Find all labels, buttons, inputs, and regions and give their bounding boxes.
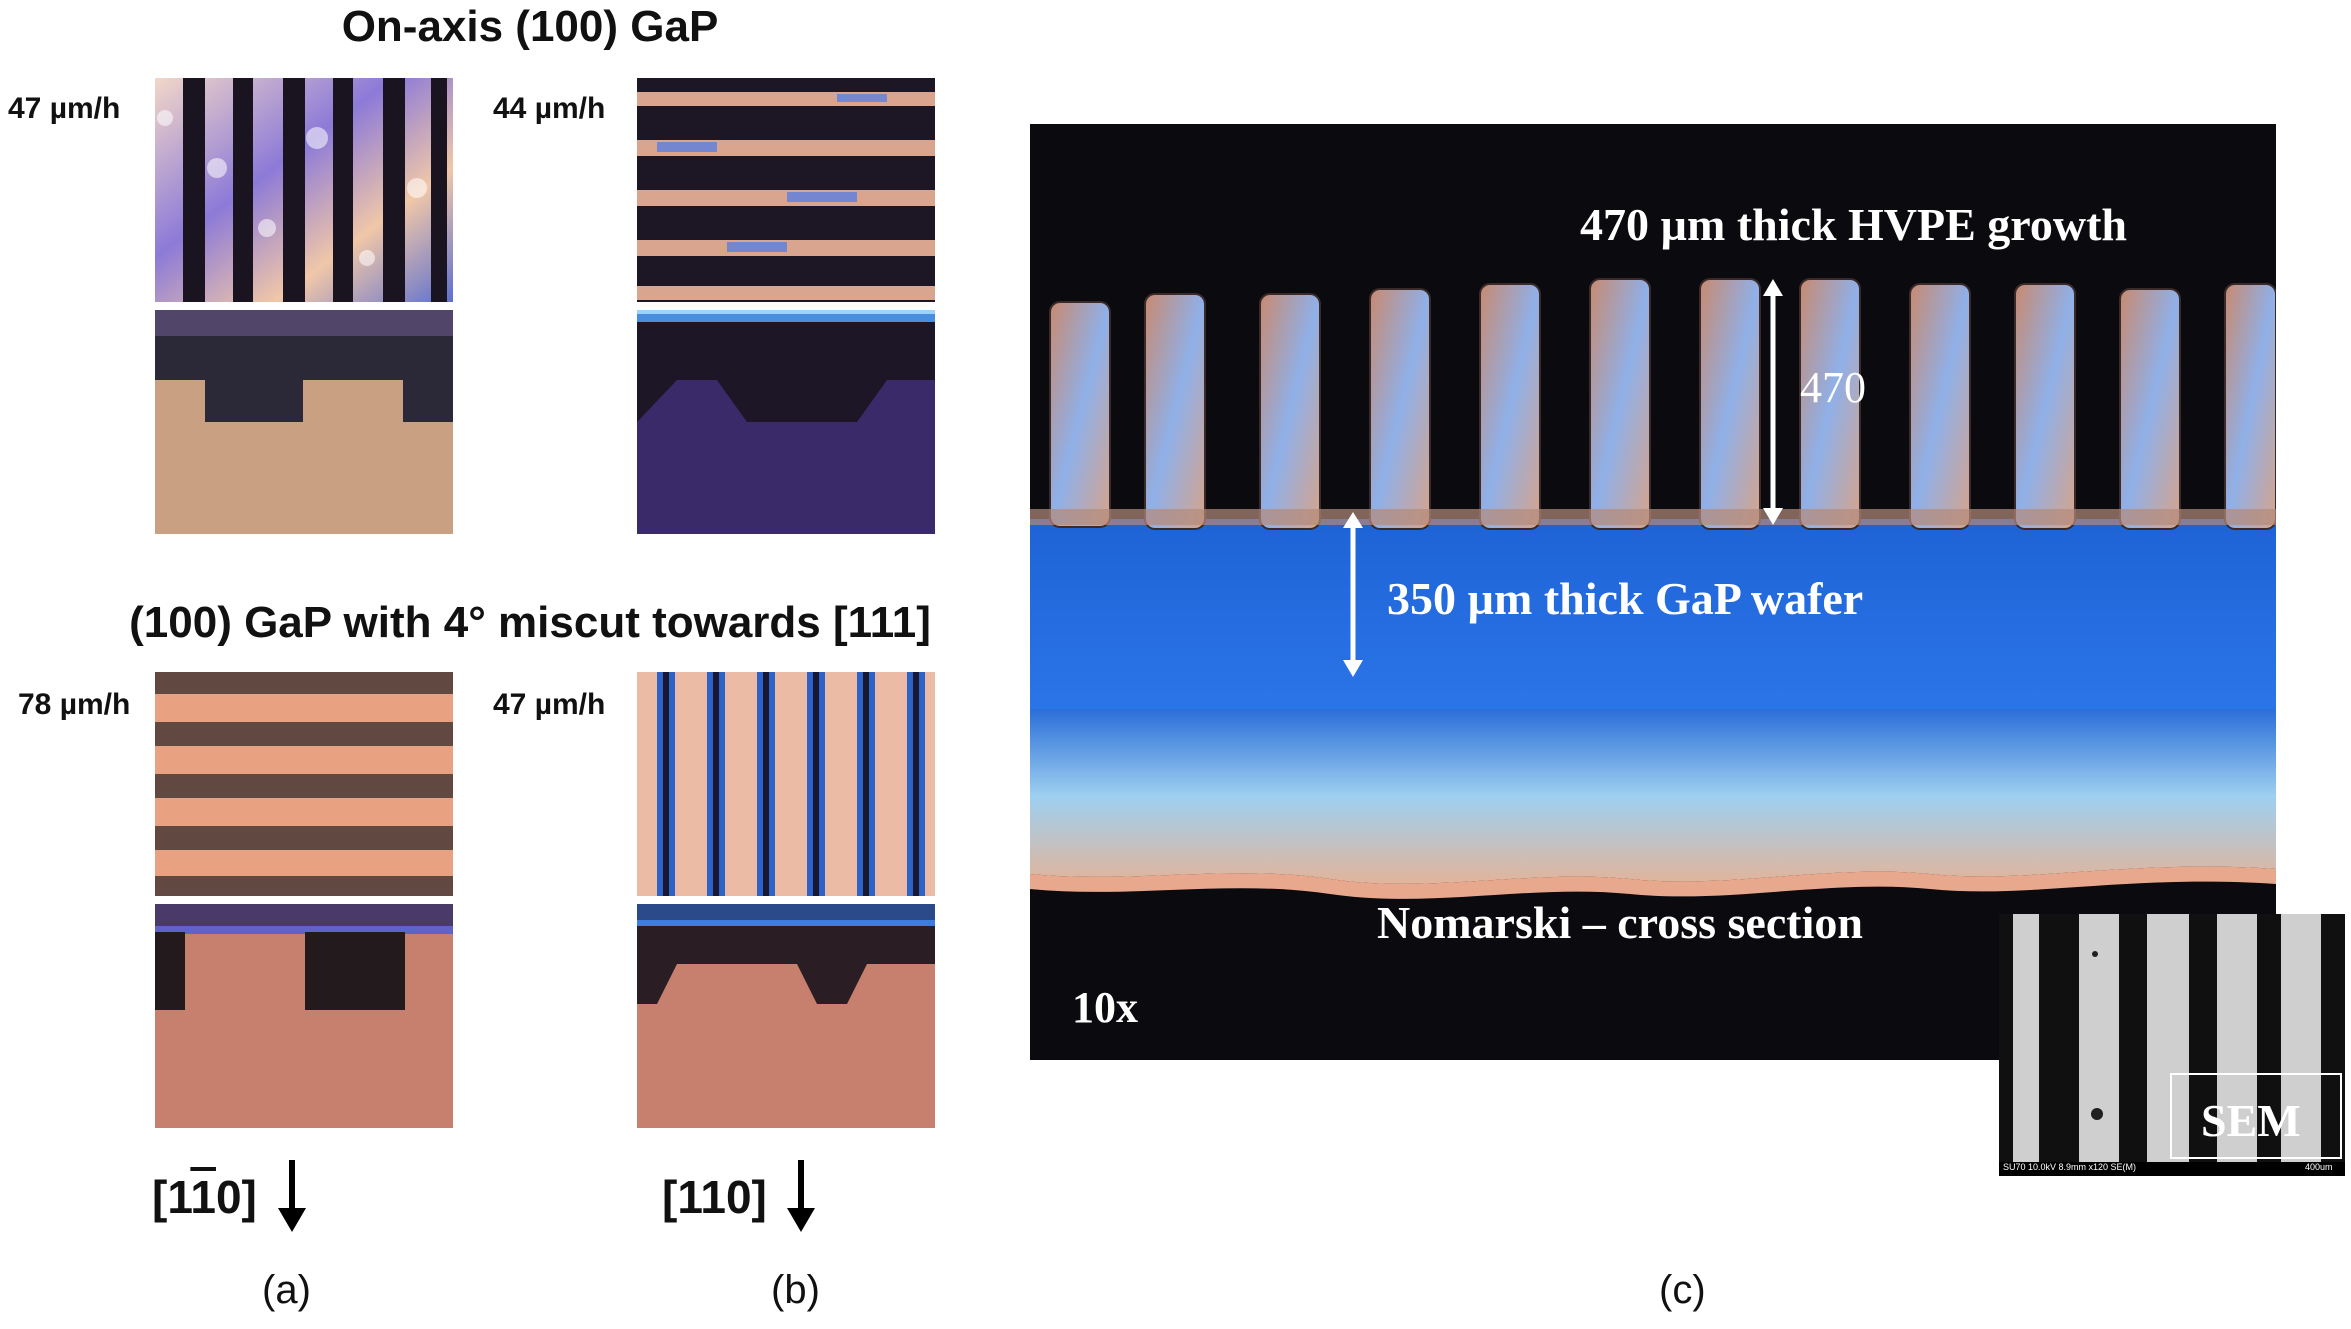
rate-label-top-left: 47 µm/h: [8, 92, 121, 125]
micrograph-bottom-left-cross: [155, 904, 453, 1128]
sem-inset-image: [1999, 914, 2345, 1176]
micrograph-top-right-plan: [637, 78, 935, 302]
arrow-down-icon: [787, 1160, 815, 1232]
growth-thickness-label: 470 µm thick HVPE growth: [1580, 199, 2127, 250]
panel-letter-b: (b): [771, 1268, 820, 1312]
direction-label-b: [110]: [662, 1171, 767, 1223]
arrow-down-icon: [278, 1160, 306, 1232]
nomarski-cross-section-image: [1030, 124, 2276, 1060]
micrograph-top-left-plan: [155, 78, 453, 302]
micrograph-top-left-cross: [155, 310, 453, 534]
panel-letter-c: (c): [1659, 1268, 1706, 1312]
micrograph-bottom-right-cross: [637, 904, 935, 1128]
micrograph-top-right-cross: [637, 310, 935, 534]
rate-label-bottom-left: 78 µm/h: [18, 688, 131, 721]
direction-label-a: [110]: [152, 1171, 257, 1223]
rate-label-top-right: 44 µm/h: [493, 92, 606, 125]
method-label: Nomarski – cross section: [1377, 897, 1863, 948]
rate-label-bottom-right: 47 µm/h: [493, 688, 606, 721]
sem-footer-right: 400um: [2305, 1162, 2333, 1172]
panel-letter-a: (a): [262, 1268, 311, 1312]
growth-thickness-value: 470: [1800, 363, 1866, 412]
micrograph-bottom-left-plan: [155, 672, 453, 896]
bottom-heading: (100) GaP with 4° miscut towards [111]: [129, 598, 931, 647]
wafer-thickness-label: 350 µm thick GaP wafer: [1387, 573, 1864, 624]
sem-footer-left: SU70 10.0kV 8.9mm x120 SE(M): [2003, 1162, 2137, 1172]
top-heading: On-axis (100) GaP: [341, 2, 719, 51]
magnification-label: 10x: [1072, 983, 1138, 1032]
sem-label: SEM: [2201, 1095, 2301, 1146]
micrograph-bottom-right-plan: [637, 672, 935, 896]
